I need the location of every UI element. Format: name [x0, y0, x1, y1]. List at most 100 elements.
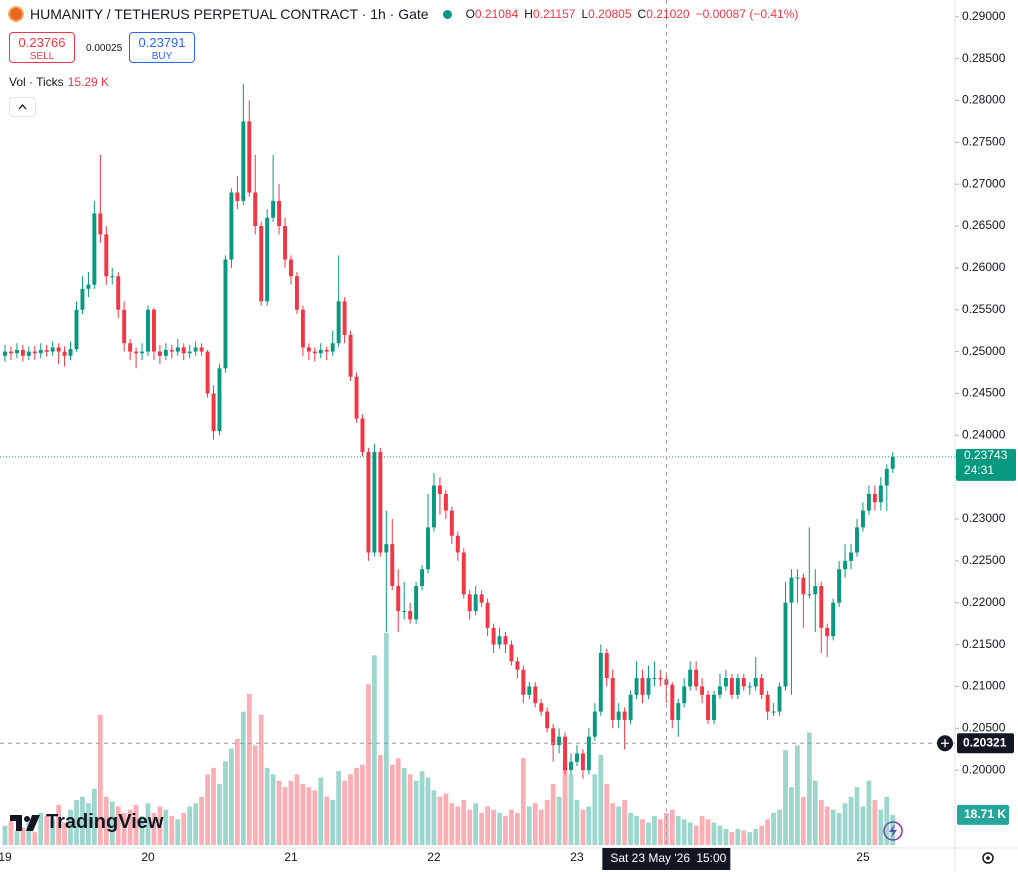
- candle-body: [837, 569, 842, 603]
- candle-body: [598, 652, 603, 712]
- volume-bar: [318, 777, 324, 845]
- candle-body: [211, 393, 216, 432]
- volume-bar: [312, 790, 318, 845]
- symbol-title[interactable]: HUMANITY / TETHERUS PERPETUAL CONTRACT ·…: [30, 6, 429, 22]
- volume-bar: [181, 812, 187, 845]
- y-tick-label: 0.20000: [962, 762, 1006, 776]
- candle-body: [527, 686, 532, 695]
- settings-icon[interactable]: [982, 852, 994, 864]
- candle-body: [604, 652, 609, 679]
- volume-bar: [419, 771, 425, 845]
- volume-bar: [711, 822, 717, 845]
- candle-body: [199, 347, 204, 352]
- y-tick-label: 0.24500: [962, 386, 1006, 400]
- candle-body: [324, 349, 329, 352]
- candle-body: [14, 349, 19, 354]
- buy-label: BUY: [151, 51, 173, 62]
- candle-body: [271, 200, 276, 218]
- candle-body: [390, 544, 395, 586]
- volume-bar: [789, 787, 794, 845]
- volume-bar: [509, 809, 514, 845]
- volume-bar: [878, 809, 884, 845]
- lightning-icon[interactable]: [883, 821, 903, 841]
- volume-bar: [848, 796, 854, 845]
- volume-bar: [550, 783, 556, 845]
- volume-bar: [741, 830, 747, 845]
- logo[interactable]: TradingView: [10, 811, 163, 834]
- volume-bar: [497, 812, 502, 845]
- y-tick-label: 0.27000: [962, 176, 1006, 190]
- collapse-chevron: [18, 104, 27, 110]
- volume-bar: [240, 711, 246, 845]
- buy-price: 0.23791: [138, 35, 186, 50]
- candle-body: [253, 192, 258, 227]
- volume-bar: [56, 804, 62, 845]
- candle-body: [247, 121, 252, 193]
- volume-bar: [669, 809, 675, 845]
- candle-body: [765, 694, 770, 712]
- y-tick-label: 0.25500: [962, 302, 1006, 316]
- symbol-icon: [8, 6, 24, 22]
- logo-v: [26, 814, 40, 831]
- crosshair-time-label: 15:00: [696, 851, 726, 865]
- candle-body: [318, 349, 323, 354]
- collapse-button[interactable]: [9, 97, 36, 117]
- volume-bar: [306, 787, 312, 845]
- candle-body: [771, 711, 776, 713]
- candle-body: [426, 527, 430, 570]
- candle-body: [884, 468, 889, 486]
- volume-bar: [473, 803, 479, 845]
- candle-body: [473, 594, 478, 612]
- candle-body: [729, 678, 734, 695]
- ohlc-letter: L: [581, 7, 589, 21]
- change-value: −0.00087 (−0.41%): [695, 7, 799, 21]
- candle-body: [20, 349, 25, 356]
- buy-button[interactable]: 0.23791 BUY: [129, 32, 195, 63]
- x-tick-label: 25: [856, 850, 870, 864]
- volume-bar: [842, 803, 848, 845]
- volume-bar: [628, 812, 633, 845]
- volume-bar: [354, 767, 359, 845]
- last-volume-tag: [957, 804, 1009, 825]
- candle-body: [229, 192, 234, 260]
- candle-body: [217, 368, 222, 432]
- volume-bar: [800, 796, 806, 845]
- volume-bar: [252, 745, 258, 845]
- volume-bar: [109, 801, 115, 845]
- volume-bar: [777, 809, 782, 845]
- candle-body: [461, 552, 466, 595]
- candle-body: [44, 349, 49, 352]
- candle-body: [92, 213, 97, 285]
- volume-bar: [121, 812, 127, 845]
- candle-body: [640, 678, 645, 695]
- candle-body: [38, 349, 43, 354]
- logo-dot: [24, 815, 30, 822]
- add-alert-plus: [941, 739, 949, 748]
- volume-bar: [383, 632, 389, 845]
- volume-bar: [747, 832, 753, 845]
- market-status-dot: [442, 9, 452, 19]
- volume-bar: [604, 783, 610, 845]
- candle-body: [753, 678, 758, 687]
- settings-gear: [982, 852, 994, 864]
- volume-bar: [330, 800, 336, 845]
- candle-body: [813, 585, 818, 595]
- volume-bar: [705, 819, 711, 845]
- sell-button[interactable]: 0.23766 SELL: [9, 32, 75, 63]
- candle-body: [723, 678, 728, 687]
- candle-body: [455, 535, 460, 553]
- volume-bar: [389, 764, 395, 845]
- candle-body: [205, 351, 210, 394]
- candle-body: [694, 669, 699, 687]
- volume-bar: [652, 816, 657, 845]
- x-tick-label: 23: [570, 850, 584, 864]
- candle-body: [652, 678, 657, 680]
- candle-body: [807, 594, 812, 596]
- candle-body: [634, 678, 639, 695]
- sell-label: SELL: [29, 51, 55, 62]
- candle-body: [157, 351, 162, 356]
- volume-bar: [8, 820, 14, 845]
- candle-body: [569, 761, 573, 771]
- volume-bar: [431, 790, 437, 845]
